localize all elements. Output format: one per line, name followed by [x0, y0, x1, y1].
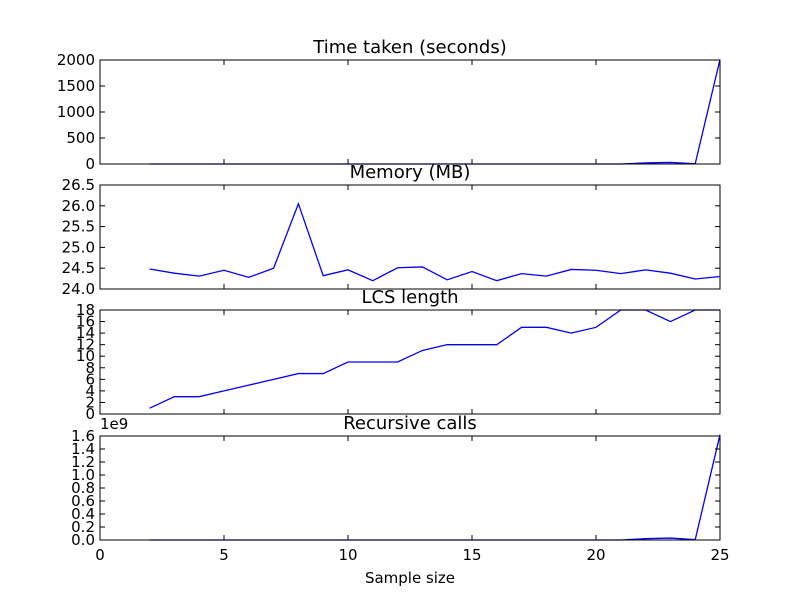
y-tick-label: 1.4: [71, 440, 95, 458]
y-tick-label: 26.5: [62, 176, 95, 194]
y-tick-label: 25.5: [62, 218, 95, 236]
axes-frame: [99, 309, 721, 415]
x-tick-label: 5: [219, 546, 229, 564]
y-tick-label: 500: [66, 129, 95, 147]
y-tick-label: 2: [85, 393, 95, 411]
subplot-panels: Time taken (seconds)0500100015002000Memo…: [57, 37, 730, 564]
y-tick-label: 2000: [57, 51, 95, 69]
y-tick-label: 6: [85, 370, 95, 388]
subplot-title: Memory (MB): [350, 162, 471, 183]
y-tick-label: 0.2: [71, 518, 95, 536]
y-tick-label: 0.8: [71, 479, 95, 497]
y-tick-label: 0: [85, 155, 95, 173]
y-tick-label: 8: [85, 359, 95, 377]
y-tick-label: 14: [76, 324, 95, 342]
y-tick-label: 0.0: [71, 531, 95, 549]
x-tick-label: 0: [95, 546, 105, 564]
y-tick-label: 16: [76, 313, 95, 331]
axes-frame: [99, 184, 721, 290]
y-tick-label: 25.0: [62, 238, 95, 256]
y-tick-label: 12: [76, 336, 95, 354]
x-tick-label: 20: [586, 546, 605, 564]
y-tick-label: 4: [85, 382, 95, 400]
y-offset-label: 1e9: [100, 415, 128, 433]
y-tick-label: 1.6: [71, 427, 95, 445]
y-tick-label: 24.0: [62, 280, 95, 298]
y-tick-label: 24.5: [62, 259, 95, 277]
subplot-title: LCS length: [361, 287, 458, 308]
y-tick-label: 26.0: [62, 197, 95, 215]
y-tick-label: 0: [85, 405, 95, 423]
subplot-title: Recursive calls: [343, 413, 477, 434]
subplot-1: Memory (MB) 24.0 24.5 25.0 25.5 26.0 26.5: [62, 162, 721, 298]
x-axis-label: Sample size: [365, 569, 455, 587]
subplot-3: Recursive calls0.00.20.40.60.81.01.21.41…: [71, 413, 729, 564]
y-tick-label: 1500: [57, 77, 95, 95]
x-tick-label: 15: [462, 546, 481, 564]
y-tick-label: 18: [76, 301, 95, 319]
x-tick-label: 10: [338, 546, 357, 564]
series-line: [149, 201, 721, 282]
y-tick-label: 10: [76, 347, 95, 365]
subplot-title: Time taken (seconds): [312, 37, 506, 58]
y-tick-label: 0.6: [71, 492, 95, 510]
x-tick-label: 25: [710, 546, 729, 564]
y-tick-label: 1.0: [71, 466, 95, 484]
y-tick-label: 1.2: [71, 453, 95, 471]
subplot-0: Time taken (seconds) 0 500 1000 1500 2000: [57, 37, 721, 173]
y-tick-label: 0.4: [71, 505, 95, 523]
y-tick-label: 1000: [57, 103, 95, 121]
